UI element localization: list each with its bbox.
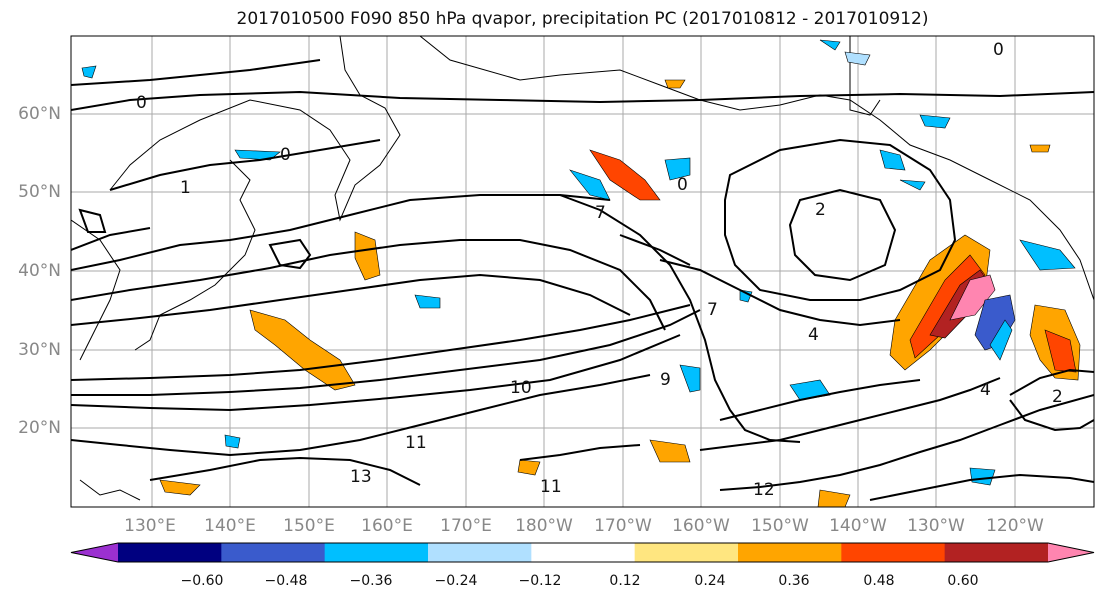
lat-label-40n: 40°N: [18, 261, 61, 281]
contour-labels: 0 0 0 0 1 2 4 7 7 9 10 11 12 13 2 4 11: [136, 40, 1063, 500]
contour-label: 10: [510, 378, 532, 398]
colorbar-bin: [841, 543, 946, 562]
contour-label: 7: [595, 203, 606, 223]
colorbar-bin: [634, 543, 739, 562]
colorbar-tick-label: 0.48: [863, 573, 895, 589]
lat-label-20n: 20°N: [18, 418, 61, 438]
contour-label: 11: [540, 477, 562, 497]
colorbar: [70, 542, 1095, 563]
colorbar-tick-label: 0.36: [778, 573, 810, 589]
colorbar-tick-label: −0.48: [264, 573, 308, 589]
colorbar-tick-label: −0.24: [434, 573, 478, 589]
contour-label: 0: [136, 93, 147, 113]
map-area: 0 0 0 0 1 2 4 7 7 9 10 11 12 13 2 4 11: [71, 36, 1094, 507]
lon-label: 170°W: [594, 516, 652, 536]
contour-label: 0: [993, 40, 1004, 60]
map-title: 2017010500 F090 850 hPa qvapor, precipit…: [236, 9, 929, 29]
contour-label: 11: [405, 433, 427, 453]
lon-label: 140°W: [829, 516, 887, 536]
lon-label: 180°W: [515, 516, 573, 536]
colorbar-bin: [428, 543, 532, 562]
colorbar-tick-label: −0.12: [518, 573, 562, 589]
colorbar-tick-label: 0.12: [609, 573, 641, 589]
contour-label: 4: [980, 380, 991, 400]
lon-label: 130°E: [124, 516, 176, 536]
colorbar-tick-label: −0.60: [180, 573, 224, 589]
lon-label: 130°W: [907, 516, 965, 536]
colorbar-bin: [324, 543, 429, 562]
contour-label: 1: [180, 178, 191, 198]
contour-label: 2: [1052, 387, 1063, 407]
colorbar-bin: [221, 543, 326, 562]
colorbar-extend-high: [1048, 543, 1094, 562]
lon-label: 160°W: [672, 516, 730, 536]
colorbar-bin: [531, 543, 636, 562]
colorbar-bin: [944, 543, 1049, 562]
contour-label: 13: [350, 467, 372, 487]
contour-label: 2: [815, 200, 826, 220]
map-border: [70, 35, 1095, 508]
graticule: [71, 36, 1094, 507]
lat-label-30n: 30°N: [18, 340, 61, 360]
colorbar-tick-label: −0.36: [349, 573, 393, 589]
colorbar-bin: [738, 543, 842, 562]
lat-label-50n: 50°N: [18, 182, 61, 202]
colorbar-tick-label: 0.60: [947, 573, 979, 589]
lon-label: 150°E: [283, 516, 335, 536]
contour-label: 9: [660, 370, 671, 390]
lon-label: 140°E: [204, 516, 256, 536]
contour-label: 7: [707, 300, 718, 320]
lat-label-60n: 60°N: [18, 104, 61, 124]
contour-label: 0: [677, 175, 688, 195]
lon-label: 150°W: [751, 516, 809, 536]
contour-label: 4: [808, 325, 819, 345]
lon-label: 120°W: [986, 516, 1044, 536]
lon-label: 170°E: [440, 516, 492, 536]
colorbar-tick-label: 0.24: [694, 573, 726, 589]
precip-shading: [81, 39, 1081, 507]
colorbar-extend-low: [71, 543, 118, 562]
lon-label: 160°E: [361, 516, 413, 536]
colorbar-bin: [118, 543, 222, 562]
qvapor-contours: [71, 59, 1094, 501]
contour-label: 12: [753, 480, 775, 500]
contour-label: 0: [280, 145, 291, 165]
colorbar-outline: [70, 542, 1095, 563]
